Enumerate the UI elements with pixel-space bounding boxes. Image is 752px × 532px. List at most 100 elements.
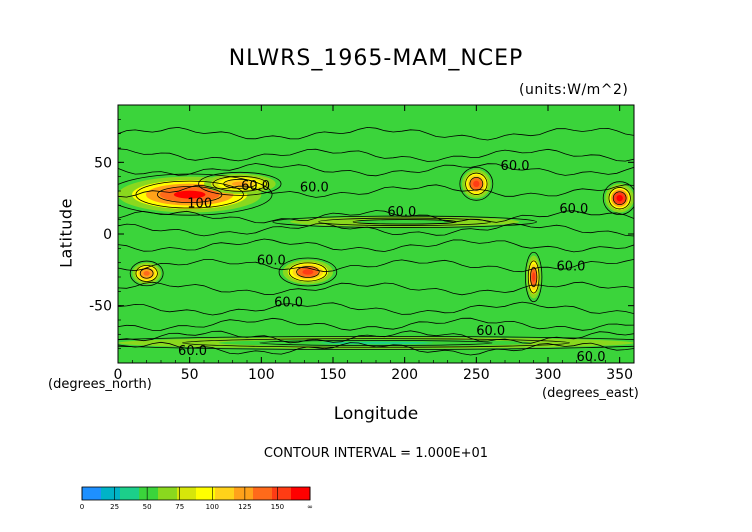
chart-title: NLWRS_1965-MAM_NCEP <box>228 46 524 71</box>
contour-label: 60.0 <box>387 205 416 220</box>
colorbar-label: 125 <box>238 503 251 511</box>
heatmap-background <box>118 105 634 363</box>
colorbar-swatch <box>120 487 140 500</box>
heatmap-cell <box>302 269 314 275</box>
x-tick-label: 50 <box>181 367 199 383</box>
contour-line <box>118 259 634 273</box>
colorbar-swatch <box>234 487 254 500</box>
x-tick-label: 100 <box>248 367 275 383</box>
contour-line <box>469 176 484 191</box>
contour-label: 60.0 <box>300 181 329 196</box>
contour-label: 60.0 <box>274 295 303 310</box>
colorbar: 0 25 50 75 100 125 150 ∞ <box>80 486 313 511</box>
contour-label: 60.0 <box>257 254 286 269</box>
contour-line <box>118 184 634 198</box>
contour-line <box>525 251 543 303</box>
contour-line <box>465 172 488 195</box>
contour-line <box>608 187 631 210</box>
colorbar-label: 75 <box>175 503 184 511</box>
heatmap-cell <box>616 195 623 202</box>
contour-line <box>118 148 634 162</box>
colorbar-swatch <box>82 487 102 500</box>
contour-line <box>212 175 268 192</box>
contour-line <box>135 180 244 209</box>
contour-line <box>118 317 634 331</box>
colorbar-swatch <box>215 487 235 500</box>
heatmap-cell <box>532 272 536 282</box>
y-tick-label: 0 <box>103 227 112 243</box>
colorbar-swatch <box>272 487 292 500</box>
x-tick-label: 200 <box>391 367 418 383</box>
colorbar-swatch <box>253 487 273 500</box>
contour-line <box>296 266 320 278</box>
y-axis-label: Latitude <box>56 198 76 268</box>
contour-line <box>352 219 457 225</box>
x-tick-label: 250 <box>463 367 490 383</box>
x-tick-label: 0 <box>114 367 123 383</box>
contour-line <box>182 338 570 348</box>
colorbar-swatch <box>139 487 159 500</box>
contour-line <box>223 178 257 189</box>
x-axis-unit-north: (degrees_north) <box>48 377 152 392</box>
contour-line <box>530 266 538 288</box>
heatmap-cell <box>231 181 248 187</box>
contour-line <box>118 281 634 296</box>
colorbar-swatch <box>291 487 311 500</box>
contour-label: 60.0 <box>559 202 588 217</box>
x-tick-label: 150 <box>320 367 347 383</box>
contour-line <box>118 126 634 141</box>
x-axis-unit-east: (degrees_east) <box>542 386 639 401</box>
heatmap-cell <box>143 271 150 276</box>
contour-line <box>129 260 164 287</box>
contour-line <box>118 301 634 316</box>
colorbar-swatch <box>101 487 121 500</box>
contour-label: 60.0 <box>577 350 606 365</box>
colorbar-swatch <box>196 487 216 500</box>
contour-line <box>118 163 634 177</box>
contour-line <box>118 335 634 350</box>
contour-line <box>118 210 634 224</box>
units-label: (units:W/m^2) <box>519 82 629 98</box>
contour-line <box>135 264 158 282</box>
contour-label: 60.0 <box>556 259 585 274</box>
contour-line <box>139 268 154 279</box>
contour-label: 60.0 <box>501 159 530 174</box>
colorbar-label: 50 <box>143 503 152 511</box>
contour-line <box>118 173 273 216</box>
colorbar-swatch <box>177 487 197 500</box>
contour-label: 60.0 <box>241 179 270 194</box>
x-tick-label: 350 <box>606 367 633 383</box>
contour-line <box>272 215 537 228</box>
contour-line <box>459 166 494 201</box>
heatmap-cell <box>473 180 480 187</box>
colorbar-label: 100 <box>206 503 219 511</box>
contour-line <box>318 217 492 226</box>
axis-ticks: 0 50 100 150 200 250 300 350 50 0 -50 <box>89 104 635 383</box>
colorbar-swatch <box>158 487 178 500</box>
heatmap-cell <box>379 220 430 223</box>
y-tick-label: 50 <box>94 155 112 171</box>
y-tick-label: -50 <box>89 299 112 315</box>
x-tick-label: 300 <box>535 367 562 383</box>
contour-label: 100 <box>187 196 212 211</box>
contour-label: 60.0 <box>476 324 505 339</box>
contour-line <box>118 222 634 237</box>
colorbar-label: 150 <box>271 503 284 511</box>
contour-interval-text: CONTOUR INTERVAL = 1.000E+01 <box>263 446 489 461</box>
colorbar-label: 0 <box>80 503 84 511</box>
colorbar-label: 25 <box>110 503 119 511</box>
colorbar-label: ∞ <box>307 503 313 511</box>
contour-line <box>118 238 634 253</box>
contour-line <box>527 260 540 294</box>
heatmap-cell <box>173 190 206 199</box>
contour-line <box>278 257 338 287</box>
contour-line <box>612 191 627 206</box>
contour-line <box>198 171 282 196</box>
contour-label: 60.0 <box>178 344 207 359</box>
contour-line <box>288 262 328 282</box>
x-axis-label-text: Longitude <box>333 404 419 424</box>
x-axis-label: Longitude <box>0 404 752 424</box>
contour-lines <box>118 126 634 356</box>
contour-line <box>259 339 493 346</box>
